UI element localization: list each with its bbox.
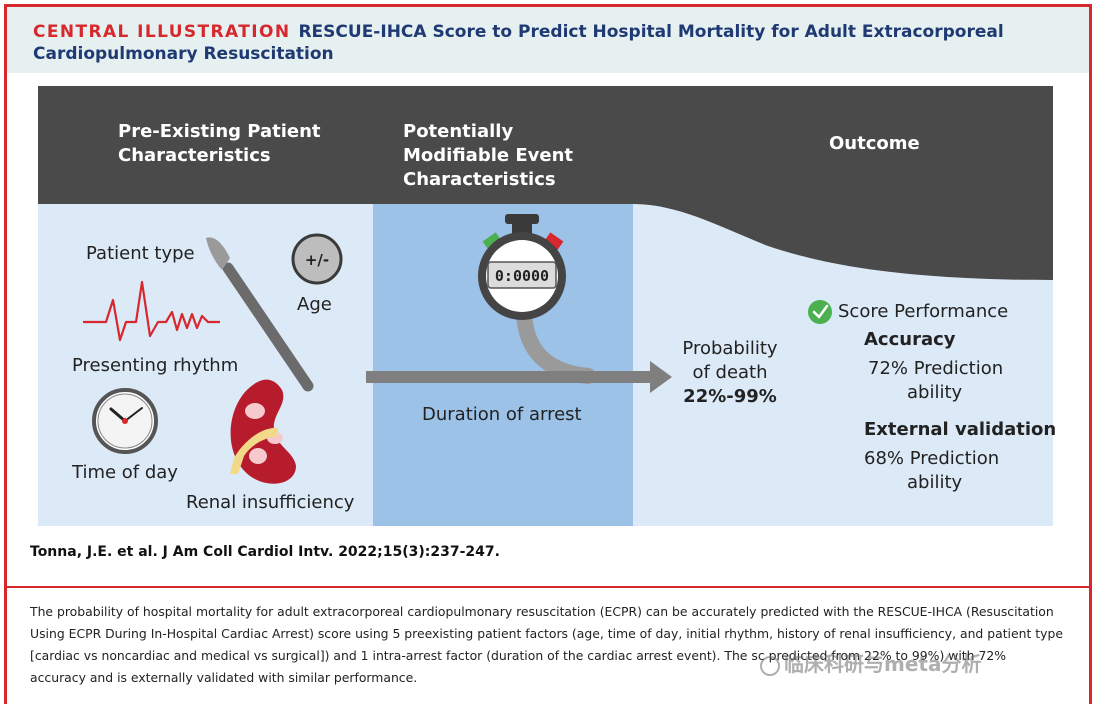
pre-existing-heading: Pre-Existing Patient Characteristics	[118, 121, 321, 166]
diagram-canvas: +/-	[38, 86, 1053, 526]
citation: Tonna, J.E. et al. J Am Coll Cardiol Int…	[30, 544, 500, 560]
watermark-text: 临床科研与meta分析	[784, 652, 982, 676]
probability-range: 22%-99%	[683, 386, 777, 407]
time-of-day-label: Time of day	[72, 462, 178, 483]
renal-insufficiency-label: Renal insufficiency	[186, 492, 355, 513]
accuracy-title: Accuracy	[864, 329, 956, 350]
ecg-rhythm-icon	[83, 280, 220, 342]
age-icon-text: +/-	[305, 251, 329, 269]
watermark-icon	[760, 655, 780, 676]
accuracy-line2: ability	[907, 382, 963, 403]
illustration-title: RESCUE-IHCA Score to Predict Hospital Mo…	[33, 22, 1004, 64]
header-title: CENTRAL ILLUSTRATION RESCUE-IHCA Score to…	[33, 21, 1073, 65]
stopwatch-display: 0:0000	[495, 267, 549, 285]
probability-label-line1: Probability	[682, 338, 778, 359]
stopwatch-icon: 0:0000	[478, 214, 596, 384]
check-icon	[808, 300, 832, 324]
presenting-rhythm-label: Presenting rhythm	[72, 355, 239, 376]
diagram-panel: +/-	[38, 86, 1057, 526]
scalpel-icon	[206, 237, 314, 392]
score-performance-label: Score Performance	[838, 301, 1009, 322]
clock-icon	[92, 388, 158, 454]
probability-label-line2: of death	[692, 362, 768, 383]
modifiable-heading: Potentially Modifiable Event Characteris…	[403, 121, 574, 190]
patient-type-label: Patient type	[86, 243, 195, 264]
divider	[4, 586, 1092, 588]
flow-arrow	[366, 361, 672, 393]
accuracy-line1: 72% Prediction	[868, 358, 1004, 379]
validation-line2: ability	[907, 472, 963, 493]
central-illustration-label: CENTRAL ILLUSTRATION	[33, 22, 291, 42]
duration-of-arrest-label: Duration of arrest	[422, 404, 582, 425]
header-dark-band	[38, 86, 1053, 280]
age-icon: +/-	[291, 233, 343, 285]
outcome-heading: Outcome	[829, 133, 920, 154]
watermark: 临床科研与meta分析	[760, 648, 981, 677]
validation-line1: 68% Prediction	[864, 448, 1000, 469]
header-bar: CENTRAL ILLUSTRATION RESCUE-IHCA Score to…	[7, 7, 1089, 73]
kidney-icon	[230, 379, 296, 484]
age-label: Age	[297, 294, 332, 315]
validation-title: External validation	[864, 419, 1057, 440]
